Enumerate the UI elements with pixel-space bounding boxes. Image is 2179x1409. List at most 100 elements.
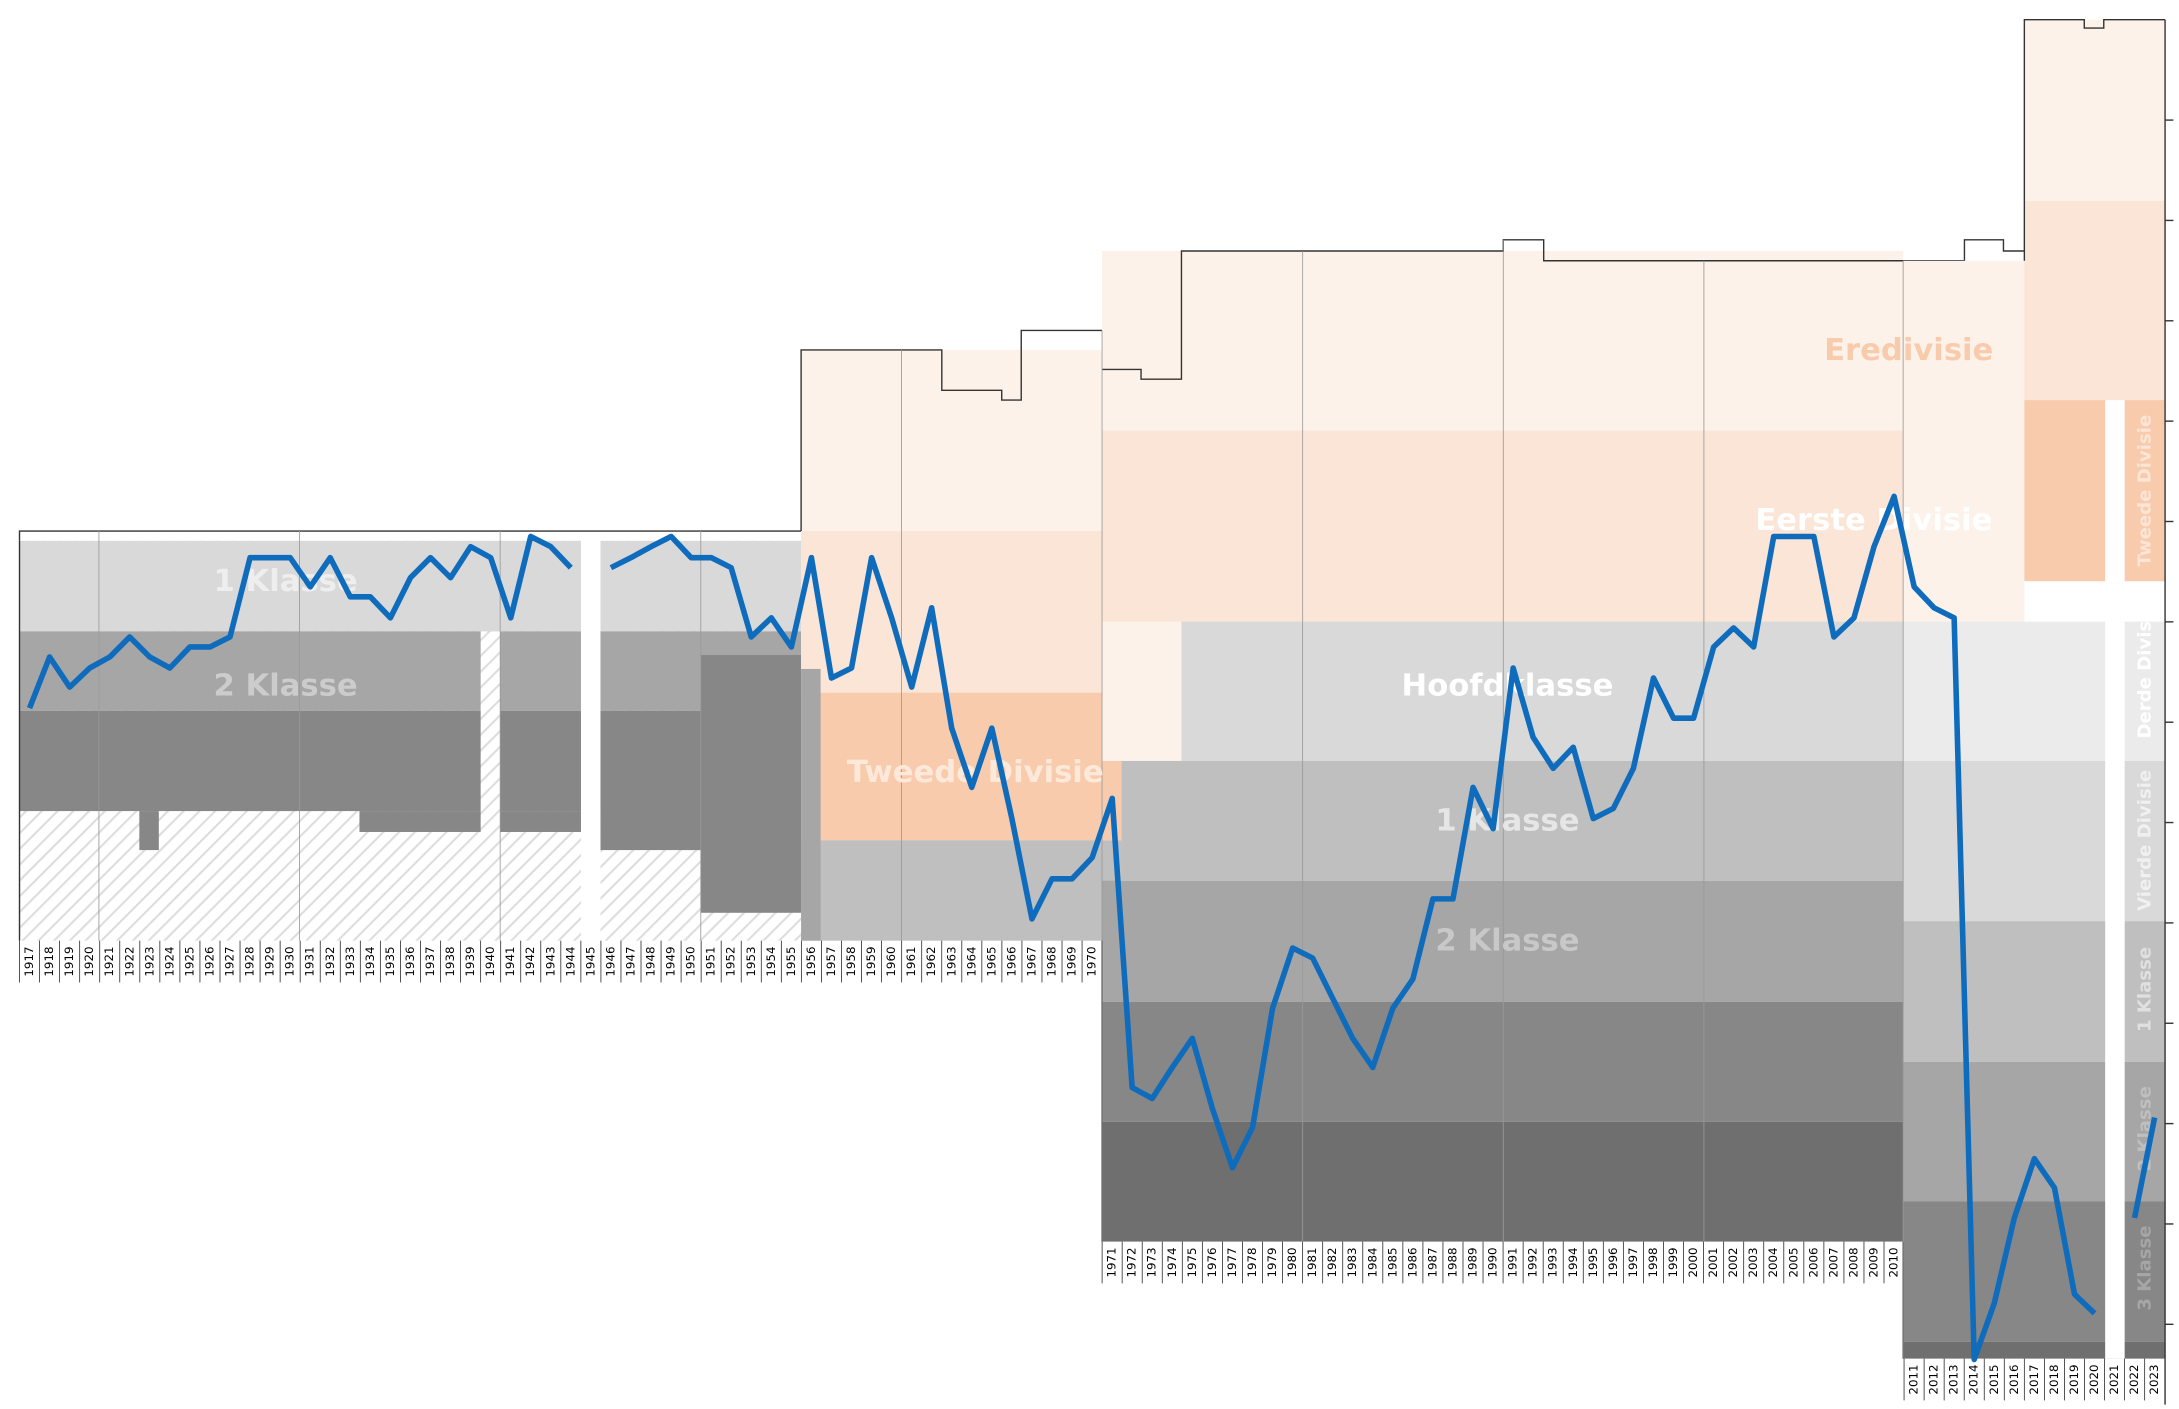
tier-label: 2 Klasse xyxy=(214,669,358,704)
tier-label: 1 Klasse xyxy=(2135,947,2156,1032)
x-tick-label: 2022 xyxy=(2127,1364,2141,1394)
x-tick-label: 2017 xyxy=(2027,1364,2041,1394)
x-tick-label: 1996 xyxy=(1606,1247,1620,1277)
x-tick-label: 1935 xyxy=(383,946,397,976)
x-tick-label: 1927 xyxy=(223,946,237,976)
x-tick-label: 2010 xyxy=(1887,1247,1901,1277)
x-tick-label: 1968 xyxy=(1045,946,1059,976)
x-tick-label: 1991 xyxy=(1506,1247,1520,1277)
x-tick-label: 1959 xyxy=(864,946,878,976)
x-tick-label: 2001 xyxy=(1706,1247,1720,1277)
x-tick-label: 2006 xyxy=(1806,1247,1820,1277)
x-tick-label: 1930 xyxy=(283,946,297,976)
tier-label: Eerste Divisie xyxy=(1755,503,1992,538)
x-tick-label: 1980 xyxy=(1285,1247,1299,1277)
x-tick-label: 1990 xyxy=(1486,1247,1500,1277)
x-tick-label: 1985 xyxy=(1385,1247,1399,1277)
position-line xyxy=(26,493,2158,1363)
x-tick-label: 2003 xyxy=(1746,1247,1760,1277)
x-tick-label: 2020 xyxy=(2087,1364,2101,1394)
tier-label: 1 Klasse xyxy=(1435,804,1579,839)
x-tick-label: 1970 xyxy=(1085,946,1099,976)
x-tick-label: 1934 xyxy=(363,946,377,976)
x-tick-label: 1941 xyxy=(503,946,517,976)
x-tick-label: 1920 xyxy=(82,946,96,976)
tier-label: Vierde Divisie xyxy=(2135,770,2156,911)
x-tick-label: 1957 xyxy=(824,946,838,976)
x-tick-label: 2007 xyxy=(1826,1247,1840,1277)
x-tick-label: 1993 xyxy=(1546,1247,1560,1277)
x-tick-label: 1998 xyxy=(1646,1247,1660,1277)
x-tick-label: 1940 xyxy=(483,946,497,976)
x-tick-label: 2016 xyxy=(2007,1364,2021,1394)
x-tick-label: 1974 xyxy=(1165,1247,1179,1277)
x-tick-label: 1988 xyxy=(1445,1247,1459,1277)
x-tick-label: 1964 xyxy=(964,946,978,976)
x-tick-label: 1923 xyxy=(142,946,156,976)
x-tick-label: 1997 xyxy=(1626,1247,1640,1277)
x-tick-label: 1932 xyxy=(323,946,337,976)
x-tick-label: 1939 xyxy=(463,946,477,976)
x-tick-label: 2019 xyxy=(2067,1364,2081,1394)
x-tick-label: 1983 xyxy=(1345,1247,1359,1277)
x-tick-label: 1953 xyxy=(744,946,758,976)
x-tick-label: 2021 xyxy=(2107,1364,2121,1394)
x-tick-label: 1922 xyxy=(122,946,136,976)
x-tick-label: 1942 xyxy=(523,946,537,976)
tier-label: 2 Klasse xyxy=(1435,924,1579,959)
x-tick-label: 1921 xyxy=(102,946,116,976)
x-tick-label: 1931 xyxy=(303,946,317,976)
x-tick-label: 1948 xyxy=(644,946,658,976)
x-tick-label: 1981 xyxy=(1305,1247,1319,1277)
x-tick-label: 1975 xyxy=(1185,1247,1199,1277)
x-tick-label: 1982 xyxy=(1325,1247,1339,1277)
x-tick-label: 1925 xyxy=(182,946,196,976)
x-tick-label: 1966 xyxy=(1004,946,1018,976)
x-tick-label: 1950 xyxy=(684,946,698,976)
x-tick-label: 1987 xyxy=(1425,1247,1439,1277)
x-tick-label: 1945 xyxy=(583,946,597,976)
x-tick-label: 1936 xyxy=(403,946,417,976)
x-tick-label: 2018 xyxy=(2047,1364,2061,1394)
x-tick-label: 2008 xyxy=(1846,1247,1860,1277)
x-tick-label: 1999 xyxy=(1666,1247,1680,1277)
x-tick-label: 1937 xyxy=(423,946,437,976)
x-tick-label: 2009 xyxy=(1866,1247,1880,1277)
x-tick-label: 2002 xyxy=(1726,1247,1740,1277)
x-tick-label: 2014 xyxy=(1967,1364,1981,1394)
x-tick-label: 1971 xyxy=(1105,1247,1119,1277)
x-tick-label: 2005 xyxy=(1786,1247,1800,1277)
x-tick-label: 1944 xyxy=(563,946,577,976)
x-tick-label: 2012 xyxy=(1927,1364,1941,1394)
x-tick-label: 1954 xyxy=(764,946,778,976)
x-tick-label: 1984 xyxy=(1365,1247,1379,1277)
x-tick-label: 2023 xyxy=(2147,1364,2161,1394)
x-tick-label: 1986 xyxy=(1405,1247,1419,1277)
x-tick-label: 1992 xyxy=(1526,1247,1540,1277)
x-tick-label: 2013 xyxy=(1947,1364,1961,1394)
x-tick-label: 1958 xyxy=(844,946,858,976)
x-tick-label: 1946 xyxy=(603,946,617,976)
x-tick-label: 1943 xyxy=(543,946,557,976)
x-tick-label: 1952 xyxy=(724,946,738,976)
x-tick-label: 1929 xyxy=(263,946,277,976)
x-tick-label: 1979 xyxy=(1265,1247,1279,1277)
x-tick-label: 1995 xyxy=(1586,1247,1600,1277)
x-tick-label: 1924 xyxy=(162,946,176,976)
x-tick-label: 1978 xyxy=(1245,1247,1259,1277)
x-tick-label: 1962 xyxy=(924,946,938,976)
x-tick-label: 1947 xyxy=(623,946,637,976)
x-tick-label: 1951 xyxy=(704,946,718,976)
x-tick-label: 2015 xyxy=(1987,1364,2001,1394)
tier-label: Eredivisie xyxy=(1824,333,1993,368)
x-tick-label: 1994 xyxy=(1566,1247,1580,1277)
x-tick-label: 1967 xyxy=(1024,946,1038,976)
x-tick-label: 2011 xyxy=(1907,1364,1921,1394)
x-tick-label: 1976 xyxy=(1205,1247,1219,1277)
x-tick-label: 1919 xyxy=(62,946,76,976)
x-tick-label: 2004 xyxy=(1766,1247,1780,1277)
x-tick-label: 1973 xyxy=(1145,1247,1159,1277)
background-tiers xyxy=(18,19,2166,1359)
x-tick-label: 1960 xyxy=(884,946,898,976)
